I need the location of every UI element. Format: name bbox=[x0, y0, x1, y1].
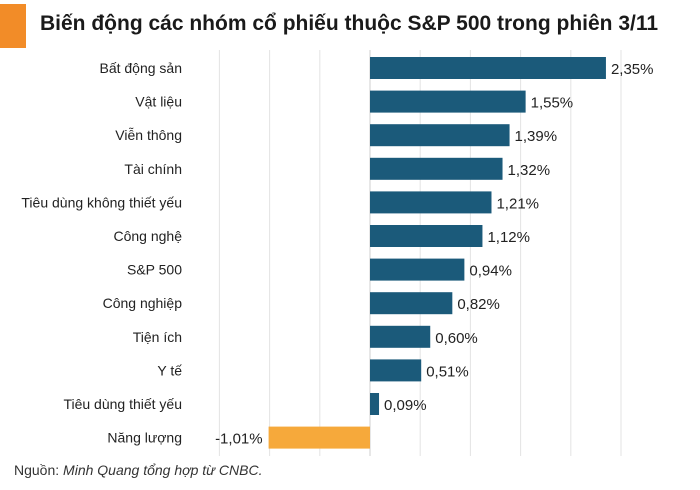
bar bbox=[370, 191, 492, 214]
chart-title: Biến động các nhóm cổ phiếu thuộc S&P 50… bbox=[40, 12, 659, 35]
bar bbox=[370, 292, 453, 315]
bar bbox=[370, 359, 422, 382]
category-label: Tài chính bbox=[124, 161, 182, 177]
category-label: Công nghệ bbox=[113, 228, 182, 244]
bar bbox=[370, 57, 606, 79]
bar bbox=[370, 90, 526, 113]
labels: Bất động sản 2,35% Vật liệu 1,55% Viễn thông… bbox=[21, 60, 653, 448]
data-label: 1,12% bbox=[487, 229, 530, 246]
bar bbox=[370, 225, 483, 247]
bar bbox=[370, 258, 465, 281]
data-label: 1,39% bbox=[515, 128, 558, 145]
bars bbox=[268, 57, 606, 449]
bar bbox=[370, 124, 510, 147]
bar bbox=[370, 325, 431, 348]
source-note: Nguồn: Minh Quang tổng hợp từ CNBC. bbox=[14, 462, 262, 478]
category-label: Y tế bbox=[157, 362, 182, 378]
category-label: Tiêu dùng thiết yếu bbox=[63, 396, 182, 412]
data-label: 0,94% bbox=[469, 263, 512, 280]
data-label: 1,55% bbox=[531, 95, 574, 112]
source-text: Minh Quang tổng hợp từ CNBC. bbox=[63, 462, 263, 478]
data-label: -1,01% bbox=[215, 431, 263, 448]
category-label: Công nghiệp bbox=[103, 295, 183, 311]
data-label: 0,60% bbox=[435, 330, 478, 347]
title-accent-bar bbox=[0, 4, 26, 48]
bar bbox=[370, 393, 380, 415]
data-label: 2,35% bbox=[611, 61, 654, 78]
data-label: 0,51% bbox=[426, 363, 469, 380]
category-label: Bất động sản bbox=[99, 60, 182, 76]
bar bbox=[268, 426, 370, 449]
data-label: 0,09% bbox=[384, 397, 427, 414]
data-label: 1,32% bbox=[508, 162, 551, 179]
category-label: Viễn thông bbox=[115, 127, 182, 143]
grid-lines bbox=[218, 50, 622, 456]
data-label: 0,82% bbox=[457, 296, 500, 313]
category-label: Tiện ích bbox=[133, 329, 182, 345]
category-label: Tiêu dùng không thiết yếu bbox=[21, 194, 182, 210]
bar bbox=[370, 157, 503, 180]
category-label: Năng lượng bbox=[107, 430, 182, 446]
source-prefix: Nguồn: bbox=[14, 462, 64, 478]
category-label: Vật liệu bbox=[135, 94, 182, 110]
category-label: S&P 500 bbox=[127, 262, 182, 278]
data-label: 1,21% bbox=[496, 195, 539, 212]
